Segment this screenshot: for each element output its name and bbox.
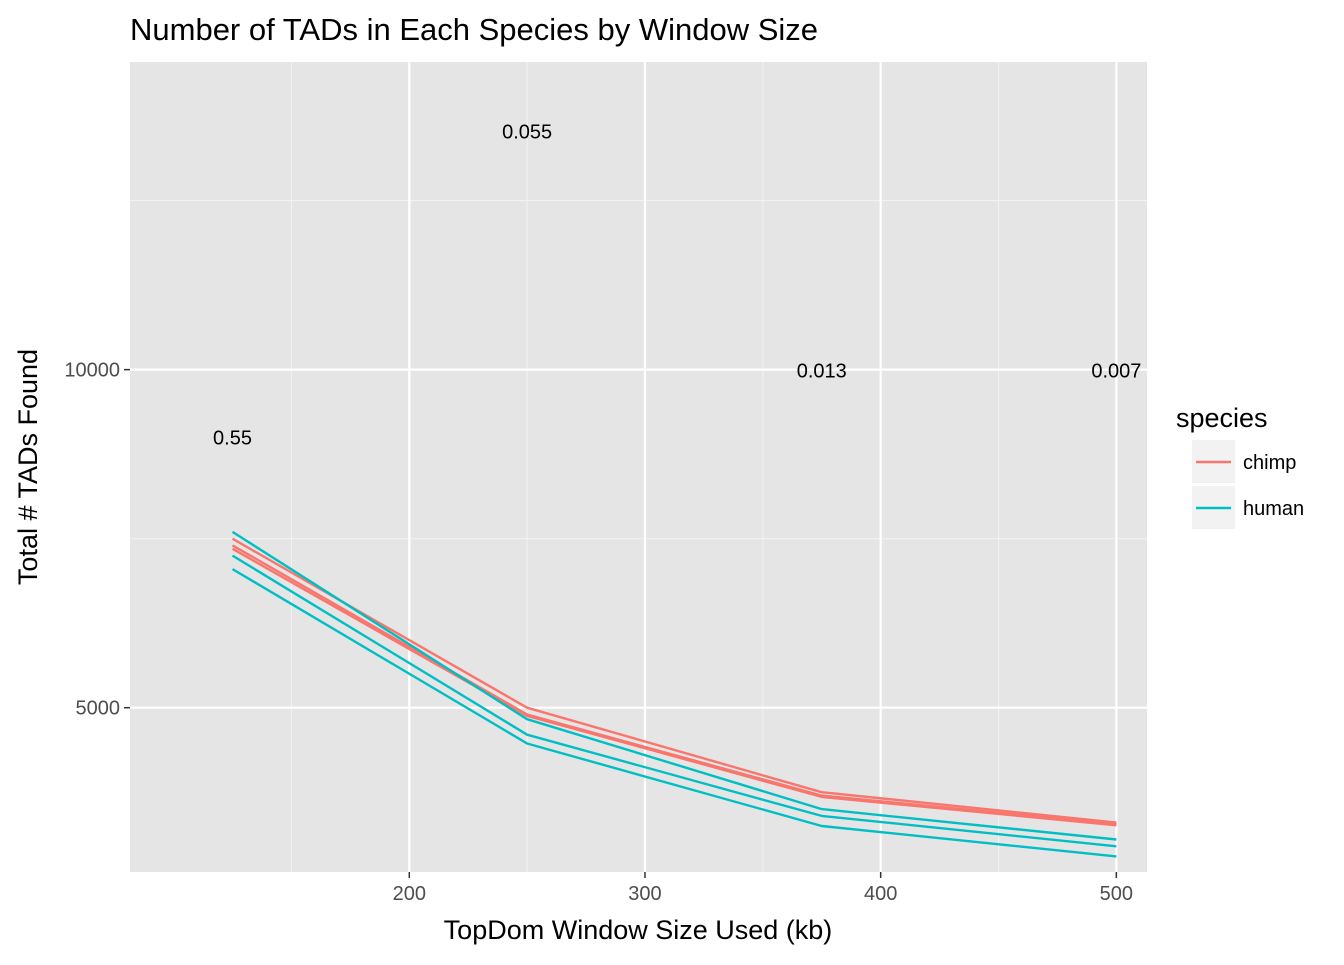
axes: 200 300 400 500 5000 10000 bbox=[64, 360, 1133, 905]
series-line-chimp bbox=[231, 547, 1117, 827]
grid bbox=[130, 62, 1147, 872]
annotation-label: 0.013 bbox=[797, 360, 847, 382]
annotations: 0.55 0.055 0.013 0.007 bbox=[213, 122, 1141, 450]
legend-label-human: human bbox=[1243, 498, 1304, 520]
legend: species chimp human bbox=[1176, 403, 1304, 529]
annotation-label: 0.007 bbox=[1091, 360, 1141, 382]
x-axis-title: TopDom Window Size Used (kb) bbox=[444, 915, 833, 945]
x-tick-label: 500 bbox=[1100, 883, 1133, 905]
series-line-human bbox=[231, 568, 1117, 858]
series-line-chimp bbox=[231, 544, 1117, 826]
series-line-human bbox=[231, 554, 1117, 848]
plot-panel bbox=[130, 62, 1147, 872]
series-lines bbox=[231, 530, 1117, 858]
annotation-label: 0.055 bbox=[502, 122, 552, 144]
series-line-chimp bbox=[231, 537, 1117, 824]
legend-label-chimp: chimp bbox=[1243, 452, 1296, 474]
x-tick-label: 300 bbox=[628, 883, 661, 905]
legend-title: species bbox=[1176, 403, 1268, 433]
x-tick-label: 400 bbox=[864, 883, 897, 905]
y-axis-title: Total # TADs Found bbox=[13, 349, 43, 585]
y-tick-label: 10000 bbox=[64, 360, 120, 382]
y-tick-label: 5000 bbox=[76, 698, 121, 720]
series-line-human bbox=[231, 530, 1117, 841]
chart-title: Number of TADs in Each Species by Window… bbox=[130, 12, 818, 47]
x-tick-label: 200 bbox=[393, 883, 426, 905]
annotation-label: 0.55 bbox=[213, 427, 252, 449]
